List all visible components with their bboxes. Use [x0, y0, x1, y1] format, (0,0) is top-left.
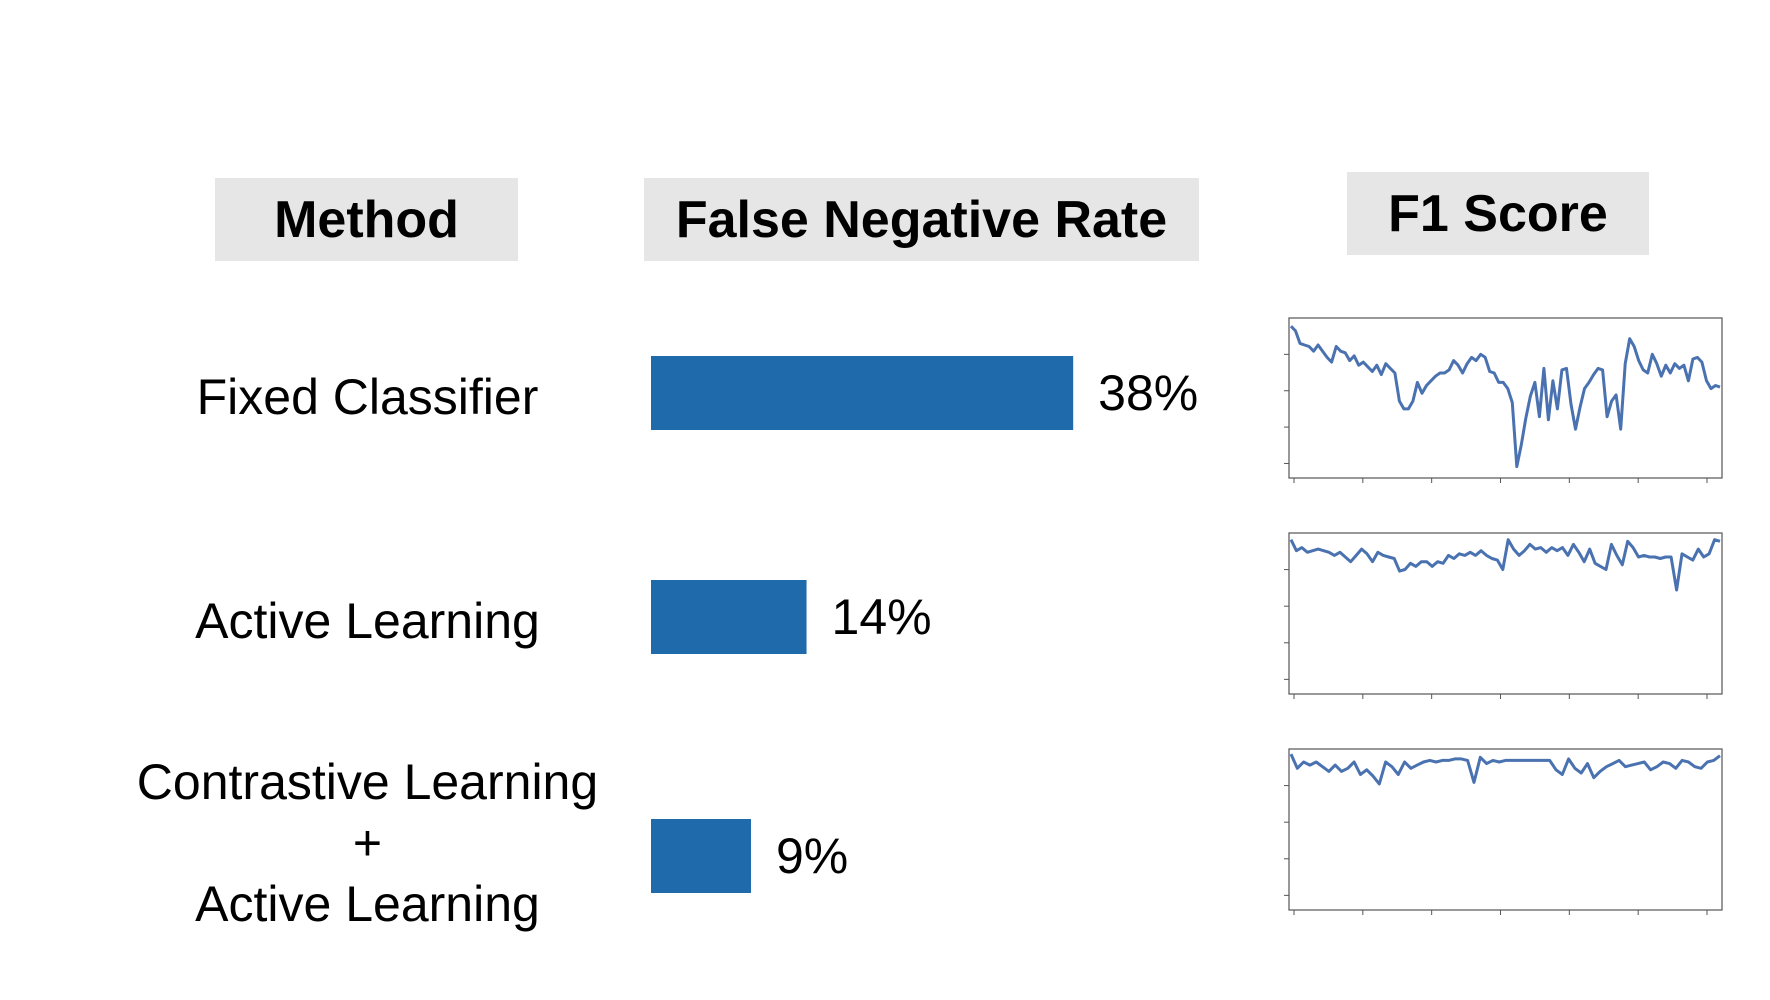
f1-score-series-line [1289, 325, 1721, 469]
fnr-value-label: 9% [776, 828, 848, 884]
fnr-bar [651, 580, 807, 654]
false-negative-rate-bar-chart: 38% 14% 9% [651, 356, 1198, 893]
f1-panel-frame [1288, 748, 1723, 911]
method-label-line: + [352, 815, 383, 871]
f1-score-header: F1 Score [1347, 172, 1649, 255]
f1-score-header-label: F1 Score [1388, 184, 1608, 243]
false-negative-rate-header: False Negative Rate [644, 178, 1199, 261]
method-header: Method [215, 178, 518, 261]
method-label-line: Fixed Classifier [196, 369, 539, 425]
method-header-label: Method [274, 190, 459, 249]
method-label-fixed-classifier: Fixed Classifier [110, 367, 625, 428]
method-label-active-learning: Active Learning [110, 591, 625, 652]
method-label-line: Contrastive Learning [136, 754, 599, 810]
fnr-bar [651, 819, 751, 893]
f1-score-series-line [1289, 753, 1721, 786]
f1-score-series-line [1289, 538, 1721, 592]
method-label-line: Active Learning [195, 593, 540, 649]
false-negative-rate-header-label: False Negative Rate [675, 190, 1168, 249]
f1-panel-frame [1288, 317, 1723, 479]
fnr-value-label: 14% [832, 589, 932, 645]
fnr-bar [651, 356, 1074, 430]
f1-panel-frame [1288, 532, 1723, 695]
method-label-line: Active Learning [195, 876, 540, 932]
fnr-value-label: 38% [1098, 365, 1198, 421]
method-label-contrastive-active-learning: Contrastive Learning + Active Learning [110, 752, 625, 935]
